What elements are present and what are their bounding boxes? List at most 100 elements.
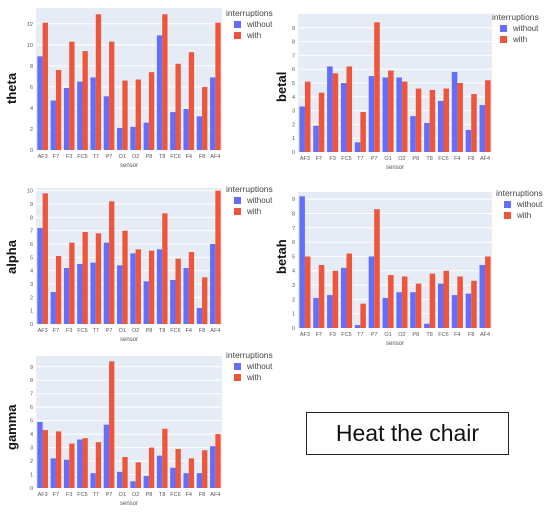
y-tick-label: 8: [292, 40, 295, 46]
x-tick-label: AF3: [38, 492, 48, 498]
bar-without-P7: [368, 76, 375, 152]
x-tick-label: T7: [93, 492, 99, 498]
legend-item-without[interactable]: without: [226, 195, 273, 206]
bar-with-F7: [55, 431, 62, 488]
bar-with-F4: [457, 83, 463, 152]
x-tick-label: F4: [186, 492, 192, 498]
bar-without-AF4: [479, 265, 486, 328]
y-tick-label: 4: [292, 269, 295, 275]
bar-without-T8: [156, 249, 163, 324]
bar-with-F8: [202, 86, 208, 150]
bar-without-O1: [382, 77, 389, 152]
betah-chart: 0 1 2 3 4 5 6 7 8 9 AF3 F7 F3 FC5 T7 P7 O1 O2 P8 T8 FC6 F4 F8 A…: [292, 192, 492, 347]
legend-item-with[interactable]: with: [496, 210, 543, 221]
bar-without-F7: [50, 100, 56, 150]
x-tick-label: T8: [159, 154, 165, 160]
bar-with-P8: [148, 250, 155, 324]
bar-with-O2: [135, 462, 141, 488]
legend-item-with[interactable]: with: [226, 30, 273, 41]
y-tick-label: 6: [30, 405, 33, 411]
bar-without-T7: [90, 473, 96, 488]
bar-with-F7: [55, 256, 62, 324]
bar-without-F7: [313, 125, 319, 152]
y-tick-label: 4: [292, 95, 295, 101]
bar-without-P7: [103, 242, 110, 324]
legend-item-without[interactable]: without: [492, 23, 539, 34]
x-tick-label: AF4: [480, 156, 490, 162]
bar-with-AF3: [42, 22, 48, 151]
x-tick-label: T8: [159, 492, 165, 498]
bar-with-AF3: [304, 256, 311, 328]
alpha-legend: interruptions without with: [226, 184, 273, 217]
x-tick-label: T7: [357, 156, 363, 162]
x-tick-label: P7: [371, 156, 378, 162]
bar-without-O2: [130, 126, 136, 150]
bar-with-O1: [388, 275, 394, 328]
y-tick-label: 3: [30, 446, 33, 452]
bar-without-T7: [90, 77, 96, 150]
bar-without-FC5: [340, 83, 347, 152]
x-tick-label: T8: [159, 328, 165, 334]
y-tick-label: 6: [292, 67, 295, 73]
x-tick-label: AF3: [38, 154, 48, 160]
bar-with-T7: [360, 303, 366, 328]
bar-with-FC5: [346, 66, 353, 152]
bar-with-AF4: [215, 22, 221, 151]
x-tick-label: F7: [53, 328, 59, 334]
x-tick-label: F4: [186, 154, 192, 160]
legend-item-with[interactable]: with: [226, 206, 273, 217]
x-tick-label: P7: [106, 154, 113, 160]
x-tick-label: AF3: [38, 328, 48, 334]
x-tick-label: AF3: [300, 332, 310, 338]
x-tick-label: AF4: [480, 332, 490, 338]
legend-item-without[interactable]: without: [226, 361, 273, 372]
x-tick-label: P7: [371, 332, 378, 338]
bar-with-F7: [318, 265, 325, 328]
bar-with-O1: [388, 70, 394, 152]
legend-item-with[interactable]: with: [226, 372, 273, 383]
bar-without-F3: [327, 295, 333, 328]
bar-with-P7: [109, 41, 115, 151]
betah-legend: interruptions without with: [496, 188, 543, 221]
bar-without-F4: [451, 71, 458, 152]
legend-item-with[interactable]: with: [492, 34, 539, 45]
y-tick-label: 2: [292, 297, 295, 303]
legend-label-with: with: [513, 35, 528, 44]
legend-title: interruptions: [496, 188, 543, 198]
bar-with-O1: [122, 80, 128, 150]
x-tick-label: T7: [93, 328, 99, 334]
x-tick-label: F4: [186, 328, 192, 334]
bar-with-O2: [135, 79, 141, 150]
bar-without-F3: [63, 459, 70, 488]
y-tick-label: 1: [30, 473, 33, 479]
bar-without-T8: [424, 123, 430, 152]
bar-without-AF3: [37, 228, 43, 324]
x-tick-label: O1: [119, 328, 126, 334]
legend-item-without[interactable]: without: [226, 19, 273, 30]
bar-without-FC6: [170, 112, 176, 150]
legend-swatch-with: [504, 212, 511, 219]
x-tick-label: P8: [146, 328, 153, 334]
bar-without-F8: [465, 293, 472, 328]
y-tick-label: 5: [30, 419, 33, 425]
bar-with-F3: [69, 41, 75, 151]
bar-without-F3: [63, 87, 70, 150]
bar-with-F8: [202, 277, 208, 324]
y-tick-label: 7: [292, 226, 295, 232]
x-tick-label: T7: [93, 154, 99, 160]
x-axis-label: sensor: [386, 165, 404, 171]
y-tick-label: 4: [30, 269, 33, 275]
legend-label-without: without: [513, 24, 539, 33]
x-tick-label: O2: [132, 328, 139, 334]
bar-with-AF4: [215, 190, 221, 324]
bar-without-T7: [354, 325, 361, 328]
bar-with-F4: [457, 276, 463, 328]
y-tick-label: 6: [30, 242, 33, 248]
x-tick-label: F3: [66, 328, 72, 334]
bar-with-O1: [122, 230, 128, 324]
x-tick-label: P8: [412, 156, 419, 162]
y-tick-label: 1: [30, 309, 33, 315]
legend-label-with: with: [247, 207, 262, 216]
y-tick-label: 0: [292, 150, 295, 156]
legend-item-without[interactable]: without: [496, 199, 543, 210]
